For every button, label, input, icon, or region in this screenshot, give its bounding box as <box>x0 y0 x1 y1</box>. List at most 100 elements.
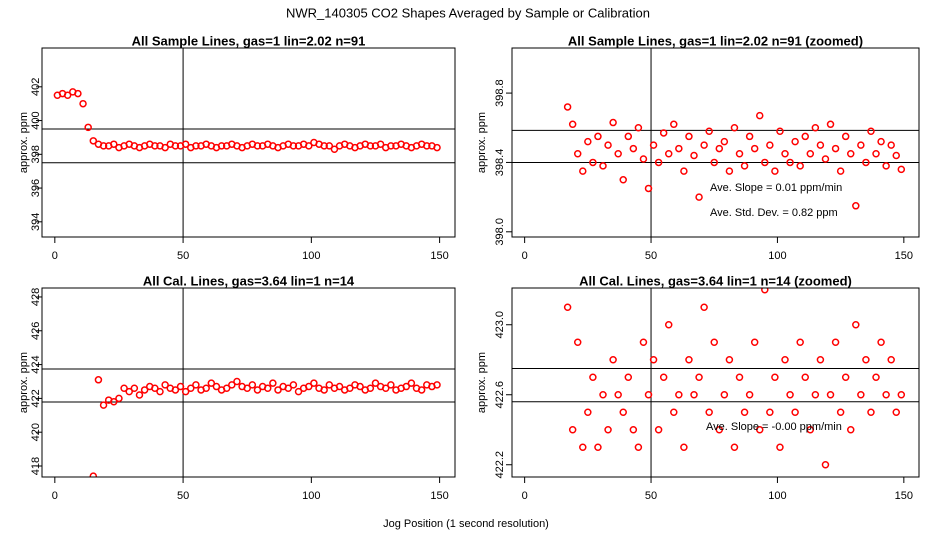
y-tick-label: 398 <box>30 145 42 163</box>
plot-frame <box>511 287 920 478</box>
data-point <box>690 391 698 399</box>
data-point <box>675 144 683 153</box>
data-point <box>604 426 612 434</box>
data-point <box>857 391 865 399</box>
panel-title: All Cal. Lines, gas=3.64 lin=1 n=14 (zoo… <box>579 273 852 288</box>
data-point <box>867 408 875 416</box>
data-point <box>664 150 673 158</box>
panel: All Cal. Lines, gas=3.64 lin=1 n=14 appro… <box>18 273 456 502</box>
data-point <box>846 150 855 158</box>
data-point <box>892 408 900 416</box>
data-point <box>151 384 159 392</box>
data-point <box>816 141 825 149</box>
panel-title: All Sample Lines, gas=1 lin=2.02 n=91 <box>132 33 366 48</box>
data-point <box>826 120 835 129</box>
data-point <box>222 384 231 392</box>
data-point <box>841 373 850 381</box>
data-point <box>781 150 789 158</box>
data-point <box>750 144 759 153</box>
data-point <box>811 124 820 132</box>
y-tick-label: 422.6 <box>494 381 506 409</box>
y-tick-label: 428 <box>30 288 42 306</box>
data-point <box>387 381 395 389</box>
data-point <box>801 132 809 141</box>
data-point <box>811 391 820 399</box>
x-tick-label: 100 <box>768 490 786 502</box>
points <box>563 103 906 210</box>
data-point <box>735 373 744 381</box>
data-point <box>568 120 577 129</box>
data-point <box>289 381 298 389</box>
annotation: Ave. Slope = -0.00 ppm/min <box>706 421 842 433</box>
data-point <box>579 443 587 451</box>
data-point <box>407 379 416 387</box>
data-point <box>786 158 794 167</box>
data-point <box>761 288 769 294</box>
data-point <box>120 384 128 392</box>
data-point <box>599 391 607 399</box>
data-point <box>181 140 190 148</box>
data-point <box>604 141 612 149</box>
y-tick-label: 426 <box>30 322 42 340</box>
data-point <box>63 91 72 99</box>
data-point <box>715 426 724 434</box>
data-point <box>836 167 845 175</box>
data-point <box>796 162 804 170</box>
data-point <box>74 89 82 98</box>
data-point <box>634 124 643 132</box>
y-tick-label: 422 <box>30 389 42 407</box>
data-point <box>248 381 257 389</box>
points <box>89 376 441 477</box>
data-point <box>857 141 865 149</box>
data-point <box>725 356 734 364</box>
data-point <box>654 426 663 434</box>
data-point <box>766 141 774 149</box>
plot-frame <box>511 47 920 238</box>
x-tick-label: 0 <box>52 490 58 502</box>
data-point <box>187 384 195 392</box>
data-point <box>140 386 149 394</box>
data-point <box>584 408 592 416</box>
data-point <box>263 384 272 392</box>
data-point <box>781 356 789 364</box>
panel: All Cal. Lines, gas=3.64 lin=1 n=14 (zoo… <box>476 273 920 502</box>
data-point <box>130 384 139 392</box>
data-point <box>791 408 799 416</box>
data-point <box>776 127 784 135</box>
data-point <box>171 386 180 394</box>
panel: All Sample Lines, gas=1 lin=2.02 n=91 (z… <box>476 33 920 262</box>
y-axis-label: approx. ppm <box>18 112 30 173</box>
data-point <box>705 127 713 135</box>
data-point <box>624 132 633 141</box>
data-point <box>305 142 313 150</box>
data-point <box>685 356 693 364</box>
data-point <box>563 303 572 311</box>
data-point <box>589 158 597 167</box>
data-point <box>233 377 241 386</box>
data-point <box>366 142 375 150</box>
x-axis-label: Jog Position (1 second resolution) <box>383 518 549 530</box>
annotation: Ave. Slope = 0.01 ppm/min <box>710 182 842 194</box>
data-point <box>892 151 900 160</box>
data-point <box>320 386 328 394</box>
x-tick-label: 150 <box>895 250 913 262</box>
data-point <box>89 472 98 477</box>
panel-title: All Sample Lines, gas=1 lin=2.02 n=91 (z… <box>568 33 863 48</box>
data-point <box>125 387 133 396</box>
data-point <box>801 373 809 381</box>
data-point <box>619 408 627 416</box>
data-point <box>629 426 638 434</box>
data-point <box>664 321 673 329</box>
data-point <box>228 381 236 389</box>
data-point <box>609 356 617 364</box>
panel-title: All Cal. Lines, gas=3.64 lin=1 n=14 <box>143 273 355 288</box>
data-point <box>294 387 303 396</box>
data-point <box>594 132 602 141</box>
x-tick-label: 150 <box>430 490 448 502</box>
data-point <box>796 338 804 346</box>
data-point <box>181 387 190 396</box>
data-point <box>274 386 282 394</box>
data-point <box>836 408 845 416</box>
data-point <box>176 382 185 391</box>
data-point <box>826 391 835 399</box>
